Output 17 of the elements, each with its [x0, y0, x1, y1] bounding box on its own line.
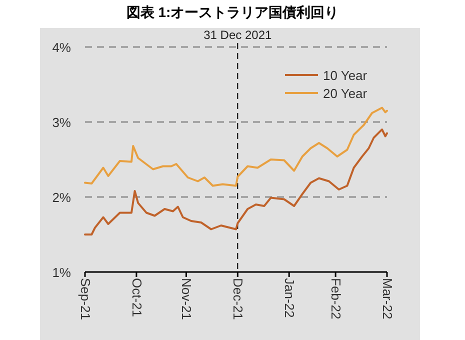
x-tick-label: Dec-21	[230, 278, 246, 320]
line-series	[84, 106, 388, 187]
x-tick-label: Oct-21	[129, 278, 144, 318]
y-tick-label: 4%	[52, 40, 72, 55]
ref-line-label: 31 Dec 2021	[204, 28, 272, 42]
y-tick-label: 3%	[52, 115, 72, 130]
x-tick-label: Feb-22	[328, 278, 344, 320]
x-tick-label: Jan-22	[282, 278, 298, 318]
chart-title: 図表 1:オーストラリア国債利回り	[126, 4, 339, 20]
y-tick-label: 1%	[52, 265, 72, 280]
y-tick-label: 2%	[52, 190, 72, 205]
x-tick-label: Sep-21	[78, 278, 93, 320]
x-tick-label: Nov-21	[179, 278, 194, 320]
x-tick-label: Mar-22	[380, 278, 395, 320]
line-series	[84, 128, 388, 236]
legend-label: 20 Year	[323, 86, 368, 101]
legend-label: 10 Year	[323, 68, 368, 83]
